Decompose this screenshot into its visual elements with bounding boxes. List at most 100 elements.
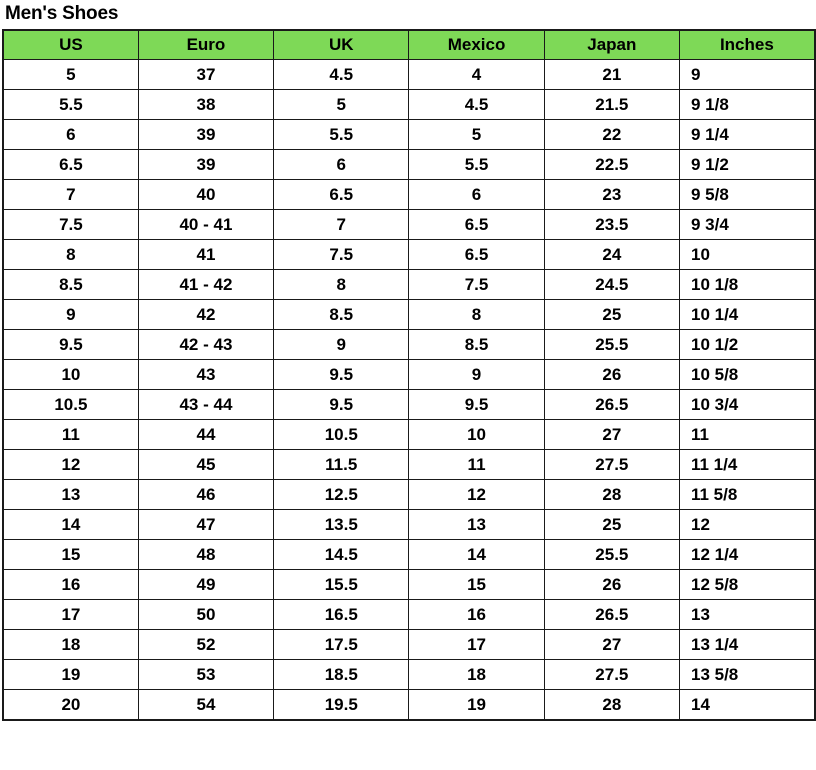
cell-inches: 13 5/8: [678, 659, 816, 690]
cell-mexico: 11: [408, 449, 545, 480]
cell-us: 9: [2, 299, 139, 330]
cell-japan: 27.5: [543, 449, 680, 480]
cell-japan: 25.5: [543, 329, 680, 360]
cell-mexico: 14: [408, 539, 545, 570]
cell-euro: 38: [137, 89, 275, 120]
cell-japan: 21.5: [543, 89, 680, 120]
cell-euro: 47: [137, 509, 275, 540]
cell-euro: 43: [137, 359, 275, 390]
cell-inches: 14: [678, 689, 816, 721]
cell-euro: 42: [137, 299, 275, 330]
cell-us: 20: [2, 689, 139, 721]
table-row: 19 53 18.5 18 27.5 13 5/8: [2, 659, 816, 690]
table-row: 10.5 43 - 44 9.5 9.5 26.5 10 3/4: [2, 389, 816, 420]
table-row: 20 54 19.5 19 28 14: [2, 689, 816, 721]
cell-euro: 50: [137, 599, 275, 630]
cell-us: 13: [2, 479, 139, 510]
cell-uk: 18.5: [273, 659, 410, 690]
cell-us: 18: [2, 629, 139, 660]
cell-japan: 25.5: [543, 539, 680, 570]
cell-uk: 9: [273, 329, 410, 360]
cell-uk: 6: [273, 149, 410, 180]
cell-uk: 7.5: [273, 239, 410, 270]
cell-us: 10.5: [2, 389, 139, 420]
cell-euro: 46: [137, 479, 275, 510]
cell-inches: 9 1/4: [678, 119, 816, 150]
cell-euro: 41 - 42: [137, 269, 275, 300]
page-title: Men's Shoes: [5, 3, 119, 24]
cell-inches: 11 5/8: [678, 479, 816, 510]
cell-japan: 26.5: [543, 599, 680, 630]
cell-inches: 10 5/8: [678, 359, 816, 390]
cell-mexico: 12: [408, 479, 545, 510]
cell-us: 7.5: [2, 209, 139, 240]
cell-uk: 5: [273, 89, 410, 120]
table-row: 10 43 9.5 9 26 10 5/8: [2, 359, 816, 390]
column-header-euro: Euro: [137, 29, 275, 60]
cell-us: 9.5: [2, 329, 139, 360]
cell-mexico: 4: [408, 59, 545, 90]
column-header-inches: Inches: [678, 29, 816, 60]
cell-inches: 9: [678, 59, 816, 90]
column-header-uk: UK: [273, 29, 410, 60]
table-row: 18 52 17.5 17 27 13 1/4: [2, 629, 816, 660]
cell-uk: 17.5: [273, 629, 410, 660]
cell-uk: 15.5: [273, 569, 410, 600]
cell-japan: 22.5: [543, 149, 680, 180]
cell-us: 8.5: [2, 269, 139, 300]
table-header: US Euro UK Mexico Japan Inches: [2, 29, 816, 60]
cell-japan: 25: [543, 299, 680, 330]
cell-uk: 9.5: [273, 359, 410, 390]
cell-mexico: 4.5: [408, 89, 545, 120]
cell-euro: 54: [137, 689, 275, 721]
cell-japan: 26: [543, 359, 680, 390]
table-row: 16 49 15.5 15 26 12 5/8: [2, 569, 816, 600]
cell-uk: 4.5: [273, 59, 410, 90]
cell-euro: 48: [137, 539, 275, 570]
cell-inches: 10 1/2: [678, 329, 816, 360]
cell-japan: 25: [543, 509, 680, 540]
shoe-size-table: US Euro UK Mexico Japan Inches 5 37 4.5 4 21 9 5.5 3…: [2, 29, 816, 721]
cell-japan: 23: [543, 179, 680, 210]
cell-japan: 26: [543, 569, 680, 600]
cell-inches: 13 1/4: [678, 629, 816, 660]
cell-uk: 5.5: [273, 119, 410, 150]
table-row: 5.5 38 5 4.5 21.5 9 1/8: [2, 89, 816, 120]
cell-mexico: 9: [408, 359, 545, 390]
table-body: 5 37 4.5 4 21 9 5.5 38 5 4.5 21.5 9 1/8 6 39 5.5 5 22 9 1…: [2, 59, 816, 721]
table-row: 15 48 14.5 14 25.5 12 1/4: [2, 539, 816, 570]
table-row: 8 41 7.5 6.5 24 10: [2, 239, 816, 270]
cell-uk: 10.5: [273, 419, 410, 450]
table-row: 12 45 11.5 11 27.5 11 1/4: [2, 449, 816, 480]
header-row: US Euro UK Mexico Japan Inches: [2, 29, 816, 60]
table-row: 9.5 42 - 43 9 8.5 25.5 10 1/2: [2, 329, 816, 360]
cell-uk: 8.5: [273, 299, 410, 330]
table-row: 8.5 41 - 42 8 7.5 24.5 10 1/8: [2, 269, 816, 300]
cell-euro: 41: [137, 239, 275, 270]
cell-uk: 14.5: [273, 539, 410, 570]
cell-uk: 8: [273, 269, 410, 300]
table-row: 7.5 40 - 41 7 6.5 23.5 9 3/4: [2, 209, 816, 240]
table-row: 17 50 16.5 16 26.5 13: [2, 599, 816, 630]
column-header-mexico: Mexico: [408, 29, 545, 60]
cell-euro: 40 - 41: [137, 209, 275, 240]
table-row: 9 42 8.5 8 25 10 1/4: [2, 299, 816, 330]
cell-mexico: 15: [408, 569, 545, 600]
cell-us: 17: [2, 599, 139, 630]
cell-inches: 10 1/4: [678, 299, 816, 330]
cell-japan: 27: [543, 419, 680, 450]
cell-uk: 12.5: [273, 479, 410, 510]
cell-inches: 10: [678, 239, 816, 270]
cell-euro: 43 - 44: [137, 389, 275, 420]
cell-euro: 37: [137, 59, 275, 90]
cell-mexico: 17: [408, 629, 545, 660]
table-row: 5 37 4.5 4 21 9: [2, 59, 816, 90]
cell-uk: 13.5: [273, 509, 410, 540]
table-row: 6 39 5.5 5 22 9 1/4: [2, 119, 816, 150]
cell-mexico: 8: [408, 299, 545, 330]
cell-mexico: 6: [408, 179, 545, 210]
cell-japan: 24.5: [543, 269, 680, 300]
cell-inches: 9 1/2: [678, 149, 816, 180]
cell-japan: 23.5: [543, 209, 680, 240]
cell-japan: 28: [543, 479, 680, 510]
